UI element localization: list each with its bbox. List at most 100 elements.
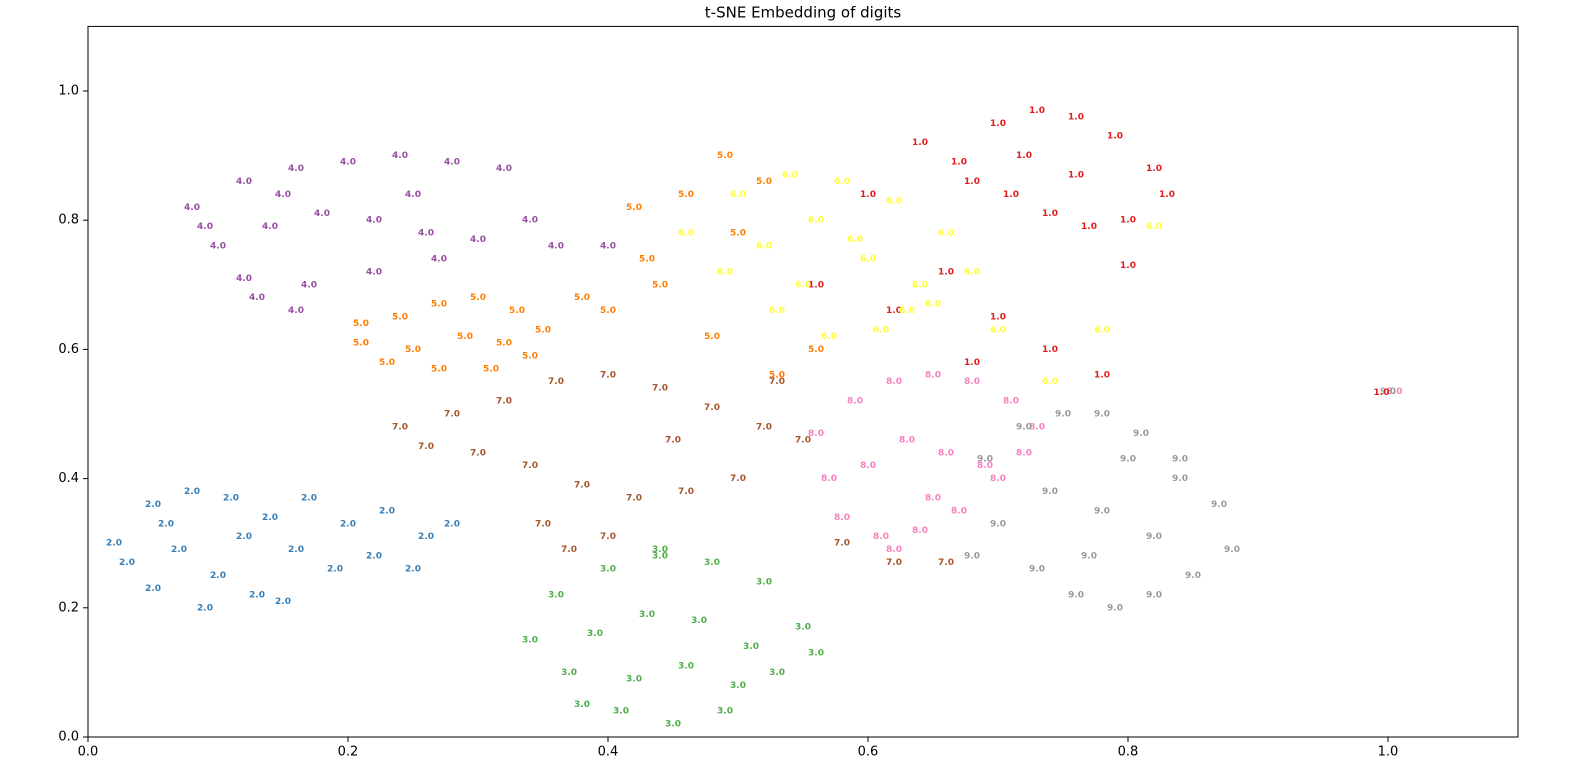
- point-label: 4.0: [275, 190, 291, 200]
- point-label: 1.0: [1003, 190, 1019, 200]
- point-label: 5.0: [392, 313, 408, 323]
- point-label: 1.0: [1068, 170, 1084, 180]
- point-label: 2.0: [327, 565, 343, 575]
- point-label: 3.0: [522, 636, 538, 646]
- point-label: 6.0: [1094, 326, 1110, 336]
- point-label: 4.0: [470, 235, 486, 245]
- point-label: 8.0: [912, 526, 928, 536]
- point-label: 3.0: [561, 668, 577, 678]
- point-label: 1.0: [1159, 190, 1175, 200]
- x-tick-label: 1.0: [1378, 745, 1399, 760]
- point-label: 3.0: [717, 707, 733, 717]
- point-label: 6.0: [678, 229, 694, 239]
- point-label: 3.0: [652, 552, 668, 562]
- point-label: 6.0: [873, 326, 889, 336]
- point-label: 3.0: [730, 681, 746, 691]
- y-tick-label: 0.2: [58, 600, 79, 615]
- x-tick-label: 0.6: [858, 745, 879, 760]
- point-label: 8.0: [860, 461, 876, 471]
- point-label: 4.0: [288, 164, 304, 174]
- point-label: 4.0: [522, 216, 538, 226]
- point-label: 9.0: [964, 552, 980, 562]
- point-label: 5.0: [431, 300, 447, 310]
- point-label: 3.0: [613, 707, 629, 717]
- point-label: 6.0: [938, 229, 954, 239]
- point-label: 7.0: [392, 422, 408, 432]
- point-label: 5.0: [652, 280, 668, 290]
- point-label: 3.0: [574, 700, 590, 710]
- point-label: 3.0: [678, 661, 694, 671]
- point-label: 2.0: [301, 493, 317, 503]
- point-label: 3.0: [743, 642, 759, 652]
- point-label: 1.0: [990, 119, 1006, 129]
- point-label: 6.0: [756, 242, 772, 252]
- point-label: 4.0: [249, 293, 265, 303]
- point-label: 8.0: [938, 448, 954, 458]
- point-label: 5.0: [717, 151, 733, 161]
- point-label: 1.0: [1042, 209, 1058, 219]
- point-label: 2.0: [405, 565, 421, 575]
- point-label: 7.0: [678, 487, 694, 497]
- point-label: 6.0: [1042, 377, 1058, 387]
- point-label: 3.0: [626, 674, 642, 684]
- point-label: 8.0: [951, 506, 967, 516]
- chart-title: t-SNE Embedding of digits: [705, 4, 902, 22]
- point-label: 4.0: [236, 274, 252, 284]
- point-label: 2.0: [119, 558, 135, 568]
- y-tick-label: 1.0: [58, 84, 79, 99]
- point-label: 5.0: [353, 319, 369, 329]
- point-label: 3.0: [665, 720, 681, 730]
- point-label: 7.0: [561, 545, 577, 555]
- point-label: 4.0: [210, 242, 226, 252]
- point-label: 9.0: [977, 455, 993, 465]
- point-label: 4.0: [392, 151, 408, 161]
- point-label: 2.0: [262, 513, 278, 523]
- point-label: 5.0: [756, 177, 772, 187]
- point-label: 4.0: [600, 242, 616, 252]
- point-label: 3.0: [808, 649, 824, 659]
- point-label: 9.0: [1211, 500, 1227, 510]
- point-label: 3.0: [769, 668, 785, 678]
- point-label: 5.0: [639, 254, 655, 264]
- point-label: 2.0: [210, 571, 226, 581]
- point-label: 2.0: [171, 545, 187, 555]
- point-label: 6.0: [795, 280, 811, 290]
- y-tick-label: 0.4: [58, 471, 79, 486]
- point-label: 7.0: [548, 377, 564, 387]
- point-label: 6.0: [990, 326, 1006, 336]
- point-label: 4.0: [184, 203, 200, 213]
- point-label: 5.0: [470, 293, 486, 303]
- point-label: 2.0: [145, 500, 161, 510]
- point-label: 4.0: [418, 229, 434, 239]
- point-label: 7.0: [795, 435, 811, 445]
- point-label: 2.0: [223, 493, 239, 503]
- point-label: 5.0: [431, 364, 447, 374]
- point-label: 7.0: [444, 410, 460, 420]
- point-label: 5.0: [626, 203, 642, 213]
- point-label: 3.0: [691, 616, 707, 626]
- point-label: 8.0: [886, 545, 902, 555]
- x-tick-label: 0.0: [78, 745, 99, 760]
- point-label: 1.0: [938, 267, 954, 277]
- point-label: 2.0: [379, 506, 395, 516]
- point-label: 7.0: [704, 403, 720, 413]
- point-label: 6.0: [717, 267, 733, 277]
- point-label: 5.0: [574, 293, 590, 303]
- point-label: 8.0: [977, 461, 993, 471]
- point-label: 5.0: [483, 364, 499, 374]
- point-label: 6.0: [964, 267, 980, 277]
- point-label: 5.0: [704, 332, 720, 342]
- point-label: 8.0: [925, 493, 941, 503]
- point-label: 1.0: [808, 280, 824, 290]
- point-label: 7.0: [626, 493, 642, 503]
- point-label: 9.0: [1042, 487, 1058, 497]
- point-label: 1.0: [1120, 261, 1136, 271]
- point-label: 1.0: [912, 138, 928, 148]
- x-tick-label: 0.4: [598, 745, 619, 760]
- point-label: 7.0: [418, 442, 434, 452]
- point-label: 8.0: [990, 474, 1006, 484]
- point-label: 3.0: [756, 577, 772, 587]
- point-label: 4.0: [405, 190, 421, 200]
- point-label: 2.0: [340, 519, 356, 529]
